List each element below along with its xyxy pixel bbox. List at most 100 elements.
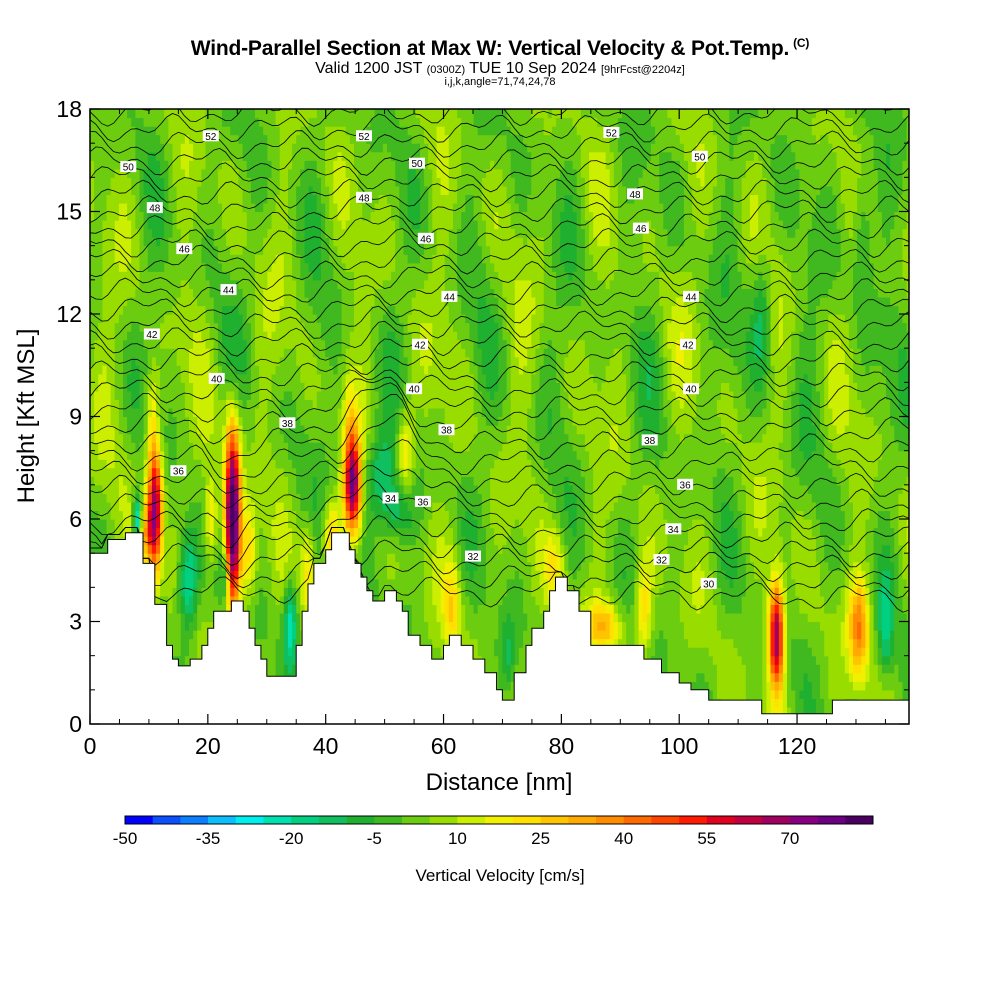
field-cell <box>551 493 557 520</box>
field-cell <box>135 450 141 486</box>
field-cell <box>828 143 833 187</box>
field-cell <box>279 433 285 469</box>
field-cell <box>518 109 524 136</box>
field-cell <box>535 570 541 606</box>
field-cell <box>778 698 784 717</box>
field-cell <box>197 553 202 580</box>
field-cell <box>857 604 862 623</box>
field-cell <box>168 237 174 315</box>
field-cell <box>890 425 895 529</box>
field-cell <box>881 587 887 640</box>
field-cell <box>135 109 141 119</box>
isentrope-label: 44 <box>683 290 699 303</box>
field-cell <box>737 450 743 512</box>
field-cell <box>535 109 541 119</box>
field-cell <box>168 408 174 477</box>
field-cell <box>172 185 178 307</box>
isentrope-line <box>90 244 909 275</box>
field-cell <box>374 348 380 392</box>
field-cell <box>300 382 305 426</box>
field-cell <box>725 254 730 298</box>
field-cell <box>762 177 767 255</box>
field-cell <box>848 638 854 657</box>
field-cell <box>139 117 145 213</box>
field-cell <box>762 527 767 724</box>
field-cell <box>308 109 314 119</box>
field-cell <box>749 314 755 383</box>
field-cell <box>766 578 772 597</box>
field-cell <box>853 681 858 691</box>
field-cell <box>444 638 450 648</box>
field-cell <box>754 390 759 418</box>
field-cell <box>877 459 883 512</box>
field-cell <box>844 647 850 674</box>
field-cell <box>832 425 838 452</box>
field-cell <box>613 425 619 452</box>
field-cell <box>494 134 499 170</box>
field-cell <box>234 561 240 571</box>
field-cell <box>193 296 198 332</box>
field-cell <box>799 689 805 699</box>
field-cell <box>329 501 334 511</box>
isentrope-line <box>90 376 909 427</box>
field-cell <box>861 117 866 213</box>
field-cell <box>683 638 689 724</box>
field-cell <box>312 356 318 409</box>
field-cell <box>828 348 833 409</box>
field-cell <box>399 126 404 230</box>
field-cell <box>469 476 475 512</box>
field-cell <box>382 510 388 520</box>
field-cell <box>848 348 854 503</box>
field-cell <box>234 519 240 546</box>
field-cell <box>626 203 631 418</box>
field-cell <box>94 109 99 341</box>
field-cell <box>634 305 640 435</box>
field-cell <box>209 536 215 546</box>
field-cell <box>613 450 619 503</box>
field-cell <box>378 109 384 153</box>
field-cell <box>151 433 157 443</box>
field-cell <box>820 433 825 537</box>
field-cell <box>754 151 759 195</box>
field-cell <box>650 228 656 272</box>
field-cell <box>749 288 755 315</box>
field-cell <box>312 536 318 563</box>
field-cell <box>667 245 673 272</box>
field-cell <box>815 390 821 520</box>
field-cell <box>362 109 367 221</box>
field-cell <box>329 262 334 366</box>
field-cell <box>217 203 223 264</box>
field-cell <box>803 109 809 315</box>
field-cell <box>242 570 248 580</box>
y-tick-label: 15 <box>56 199 82 225</box>
field-cell <box>193 109 198 213</box>
isentrope-line <box>90 129 909 160</box>
field-cell <box>655 467 660 494</box>
field-cell <box>127 501 132 537</box>
field-cell <box>535 237 541 349</box>
field-cell <box>770 177 776 238</box>
field-cell <box>778 655 784 665</box>
field-cell <box>865 220 871 375</box>
field-cell <box>840 510 846 546</box>
colorbar-tick-label: -35 <box>196 829 221 848</box>
field-cell <box>127 459 132 503</box>
field-cell <box>296 109 301 136</box>
field-cell <box>321 109 326 204</box>
field-cell <box>679 177 685 247</box>
field-cell <box>584 595 590 614</box>
field-cell <box>349 544 355 554</box>
field-cell <box>151 382 157 400</box>
field-cell <box>543 134 549 349</box>
field-cell <box>589 117 594 153</box>
field-cell <box>473 519 479 571</box>
field-cell <box>300 126 305 170</box>
field-cell <box>333 245 338 281</box>
field-cell <box>283 109 289 349</box>
field-cell <box>659 501 664 588</box>
field-cell <box>580 296 586 341</box>
field-cell <box>675 271 681 298</box>
isentrope-label: 46 <box>176 243 193 256</box>
isentrope-line <box>90 369 909 408</box>
field-cell <box>259 527 264 588</box>
